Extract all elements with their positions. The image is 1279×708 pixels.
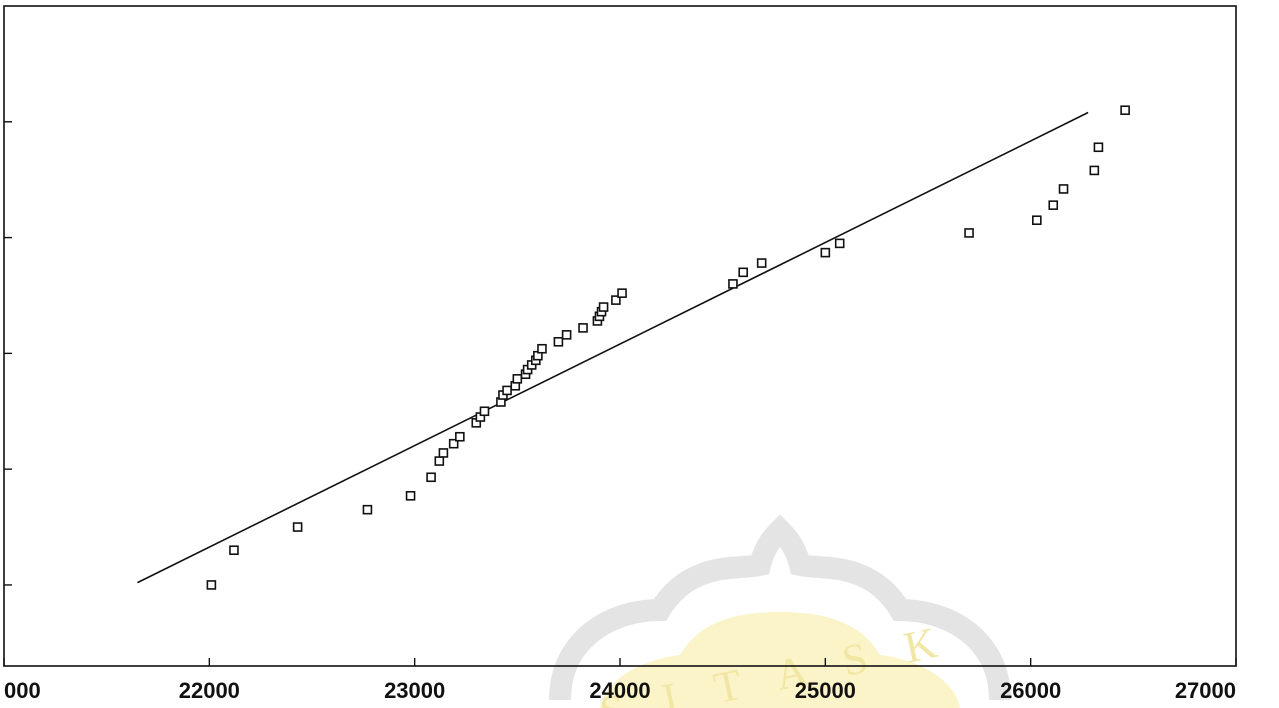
data-point <box>405 490 416 501</box>
series-layer <box>137 105 1130 590</box>
data-point <box>1032 215 1042 226</box>
x-axis: 000 22000 23000 24000 25000 26000 27000 <box>3 658 1237 703</box>
data-point <box>1093 142 1104 153</box>
data-point <box>438 448 449 458</box>
x-tick-label: 26000 <box>1000 678 1061 703</box>
data-point <box>561 330 572 340</box>
data-point <box>834 238 845 249</box>
data-point <box>553 336 564 347</box>
x-tick-label: 27000 <box>1175 678 1236 703</box>
data-point <box>578 323 588 333</box>
data-point <box>537 343 547 354</box>
data-point <box>229 545 239 556</box>
data-point <box>1058 184 1069 194</box>
fit-line <box>137 111 1089 584</box>
data-point <box>512 374 523 384</box>
x-tick-label: 22000 <box>179 678 240 703</box>
data-point <box>756 258 767 268</box>
data-point <box>292 522 303 532</box>
y-axis <box>4 121 12 586</box>
x-tick-label: 23000 <box>384 678 445 703</box>
data-point <box>1048 200 1059 210</box>
data-point <box>502 385 512 396</box>
data-point <box>1089 165 1100 176</box>
data-point <box>617 288 627 298</box>
data-point <box>434 456 445 466</box>
data-point <box>820 247 831 258</box>
x-tick-label: 25000 <box>795 678 856 703</box>
data-point <box>964 228 974 238</box>
data-point <box>426 472 436 483</box>
plot-frame <box>3 5 1237 667</box>
data-point <box>738 267 749 278</box>
x-tick-label: 000 <box>4 678 41 703</box>
data-point <box>611 295 621 305</box>
data-point <box>448 438 459 449</box>
data-point <box>455 431 465 442</box>
data-point <box>728 279 738 289</box>
x-tick-label: 24000 <box>589 678 650 703</box>
data-point <box>206 580 217 590</box>
data-point <box>362 504 373 515</box>
data-point <box>1120 105 1130 116</box>
data-point <box>598 302 609 312</box>
data-point <box>479 406 490 417</box>
